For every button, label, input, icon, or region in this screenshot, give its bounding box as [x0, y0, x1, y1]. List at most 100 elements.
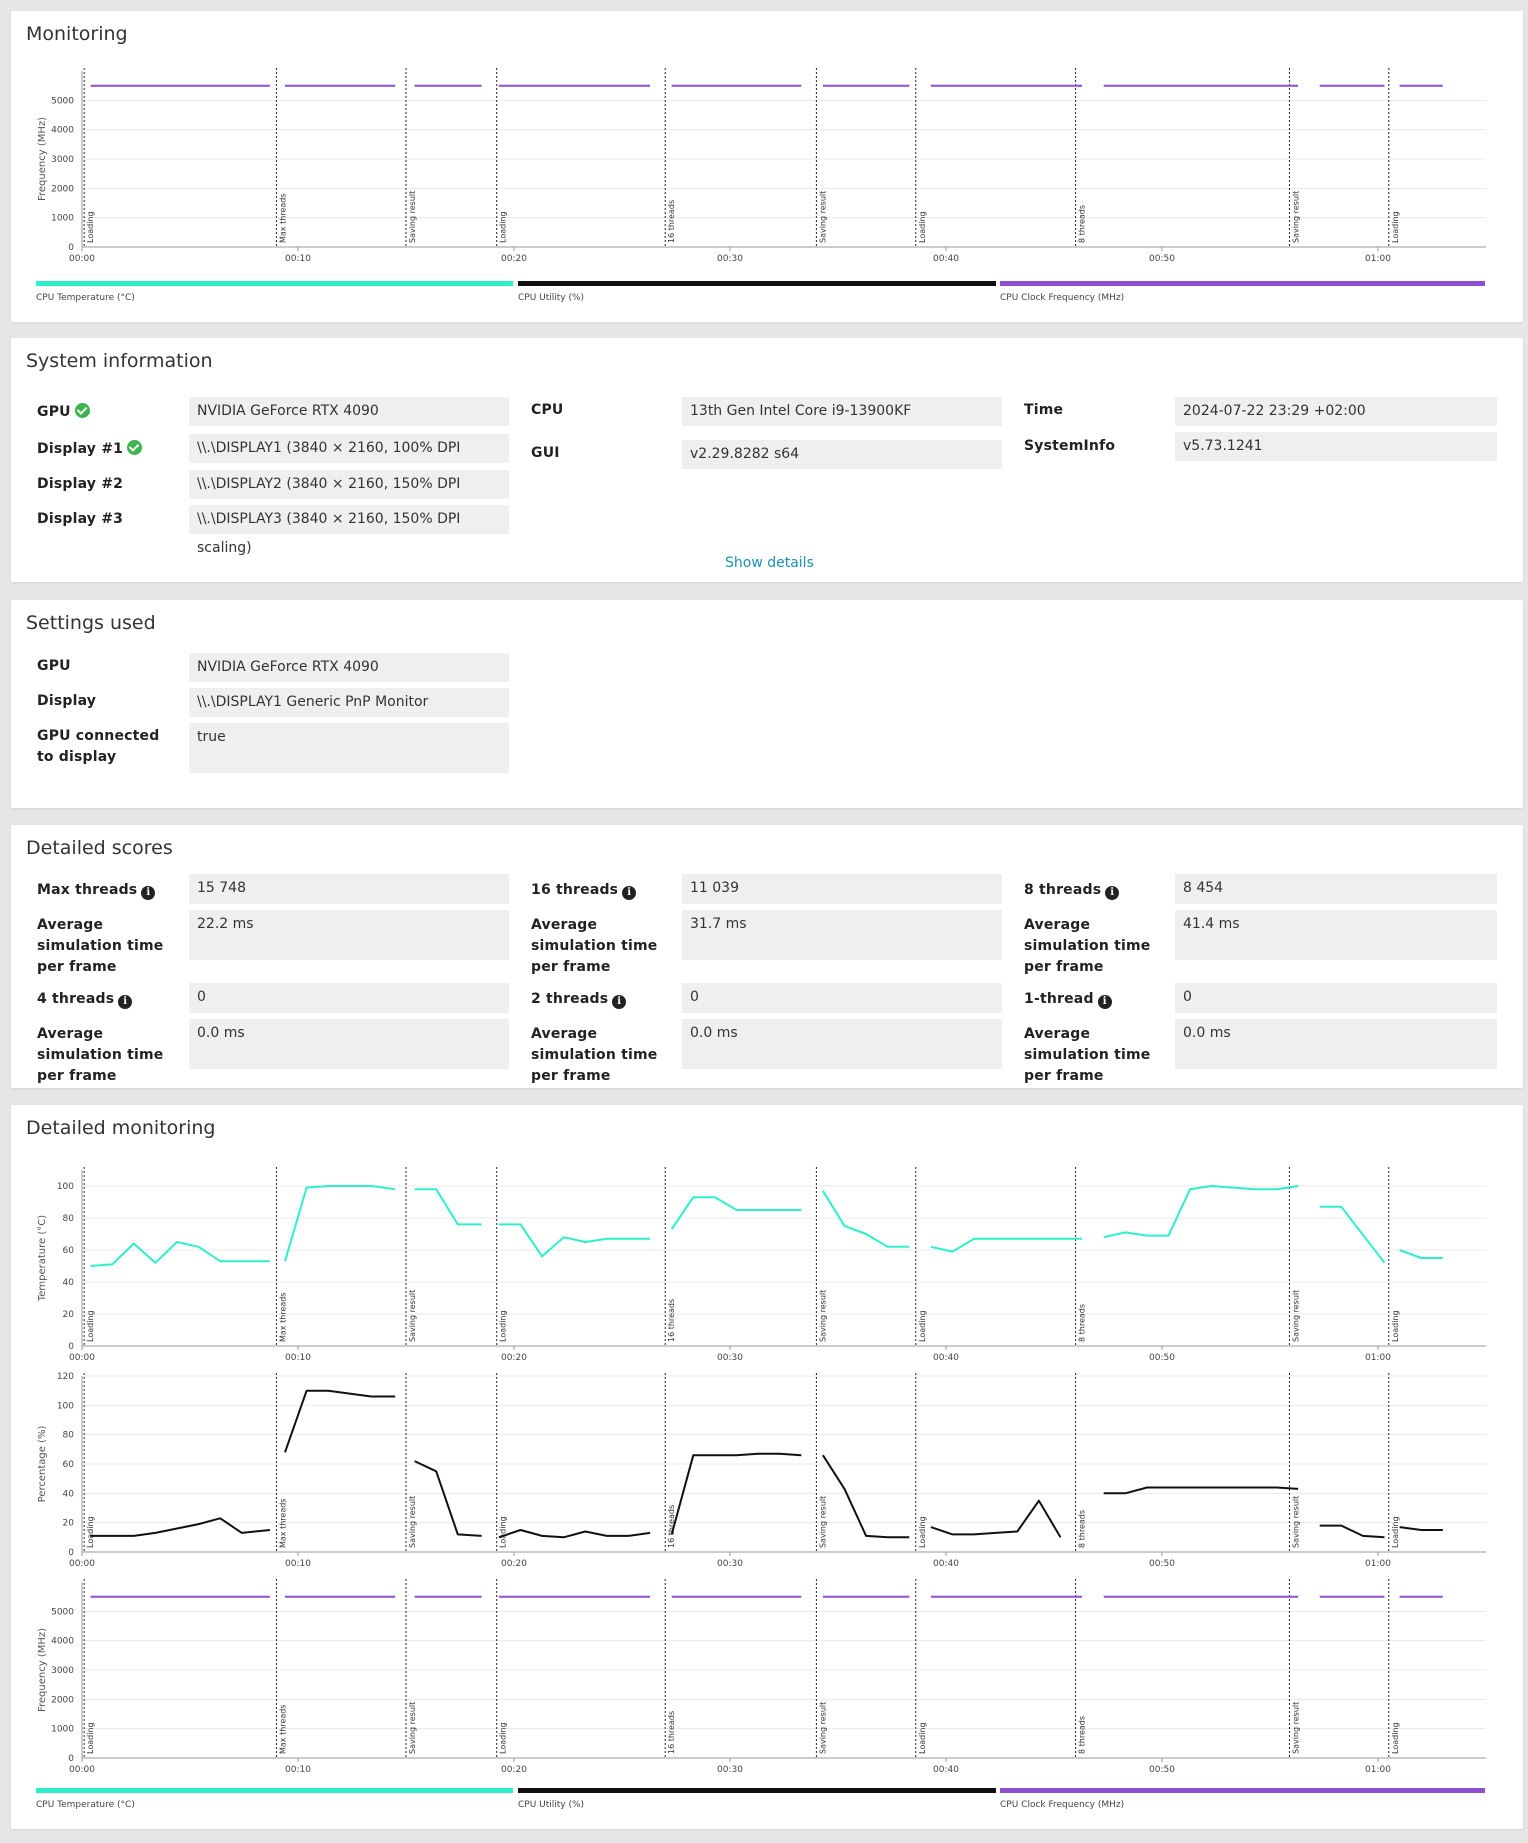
x-tick-label: 00:50	[1149, 254, 1175, 264]
phase-marker-label: Saving result	[1291, 1496, 1300, 1548]
x-tick-label: 00:40	[933, 1353, 959, 1363]
y-tick-label: 5000	[51, 1607, 74, 1617]
series-line	[414, 1460, 482, 1537]
series-line	[1319, 1205, 1386, 1264]
series-line	[1319, 1524, 1385, 1539]
info-icon[interactable]: i	[118, 995, 133, 1009]
x-tick-label: 00:00	[69, 1353, 95, 1363]
phase-marker-label: Max threads	[278, 1293, 287, 1342]
settings-title: Settings used	[26, 612, 156, 634]
y-axis-label: Percentage (%)	[37, 1426, 48, 1503]
score-16-threads-avg-label: Average simulation time per frame	[531, 917, 658, 975]
info-icon[interactable]: i	[1105, 886, 1120, 900]
series-line	[1103, 1486, 1299, 1495]
sysinfo-cpu-value: 13th Gen Intel Core i9-13900KF	[682, 397, 1002, 426]
sysinfo-display2-value: \\.\DISPLAY2 (3840 × 2160, 150% DPI scal…	[189, 470, 509, 521]
phase-marker-label: Loading	[1391, 1722, 1400, 1754]
y-tick-label: 5000	[51, 96, 74, 106]
series-line	[284, 1185, 396, 1262]
settings-gpu-label: GPU	[37, 658, 71, 674]
sysinfo-gpu-label: GPU	[37, 402, 90, 423]
detailed-utility-chart: 0 20 40 60 80 100 120 00:00 00:10 00:20 00:30 00:40…	[37, 1372, 1486, 1569]
detailed-monitoring-title: Detailed monitoring	[26, 1117, 216, 1139]
score-16-threads-avg-value: 31.7 ms	[682, 910, 1002, 960]
legend-frequency-label: CPU Clock Frequency (MHz)	[1000, 293, 1125, 303]
y-tick-label: 3000	[51, 1666, 74, 1676]
phase-marker-label: Loading	[86, 1310, 95, 1342]
x-tick-label: 00:30	[717, 1353, 743, 1363]
y-tick-label: 1000	[51, 1725, 74, 1735]
phase-marker-label: 8 threads	[1078, 1510, 1087, 1548]
monitoring-frequency-chart: 0 1000 2000 3000 4000 5000 00:00 00:10 00:20 00:3…	[37, 68, 1486, 264]
info-icon[interactable]: i	[141, 886, 156, 900]
settings-gpu-connected-label: GPU connected to display	[37, 728, 160, 765]
info-icon[interactable]: i	[1097, 995, 1112, 1009]
info-icon[interactable]: i	[622, 886, 637, 900]
x-tick-label: 00:10	[285, 1353, 311, 1363]
legend-bar-frequency	[1000, 281, 1485, 286]
phase-marker-label: Saving result	[1291, 191, 1300, 243]
phase-marker-label: Saving result	[818, 1496, 827, 1548]
score-max-threads-label: Max threads i	[37, 880, 156, 901]
score-16-threads-value: 11 039	[682, 874, 1002, 904]
x-tick-label: 00:50	[1149, 1353, 1175, 1363]
phase-marker-label: Saving result	[1291, 1290, 1300, 1342]
series-line	[1399, 1249, 1443, 1259]
x-tick-label: 00:40	[933, 1559, 959, 1569]
x-tick-label: 00:50	[1149, 1559, 1175, 1569]
y-tick-label: 2000	[51, 184, 74, 194]
series-line	[822, 1190, 910, 1248]
x-tick-label: 00:20	[501, 1559, 527, 1569]
legend-frequency-label: CPU Clock Frequency (MHz)	[1000, 1800, 1125, 1810]
phase-marker-label: 8 threads	[1078, 1304, 1087, 1342]
detailed-temperature-chart: 0 20 40 60 80 100 00:00 00:10 00:20 00:30 00:40 00:…	[37, 1167, 1486, 1363]
x-tick-label: 00:50	[1149, 1765, 1175, 1775]
legend-temperature-label: CPU Temperature (°C)	[36, 293, 135, 303]
y-axis-label: Frequency (MHz)	[37, 117, 48, 201]
phase-marker-label: Saving result	[408, 191, 417, 243]
sysinfo-display1-value: \\.\DISPLAY1 (3840 × 2160, 100% DPI scal…	[189, 434, 509, 485]
sysinfo-cpu-label: CPU	[531, 402, 564, 418]
phase-marker-label: 16 threads	[667, 1299, 676, 1342]
check-circle-icon	[74, 403, 90, 418]
check-circle-icon	[127, 440, 143, 455]
phase-marker-label: 8 threads	[1078, 1716, 1087, 1754]
phase-marker-label: Loading	[1391, 211, 1400, 243]
y-tick-label: 120	[57, 1372, 74, 1382]
legend-bar-utility	[518, 281, 996, 286]
sysinfo-display3-value: \\.\DISPLAY3 (3840 × 2160, 150% DPI scal…	[189, 505, 509, 556]
legend-bar-utility	[518, 1788, 996, 1793]
y-axis-label: Frequency (MHz)	[37, 1628, 48, 1712]
y-axis-label: Temperature (°C)	[37, 1215, 48, 1302]
x-tick-label: 00:20	[501, 1765, 527, 1775]
info-icon[interactable]: i	[612, 995, 627, 1009]
settings-display-label: Display	[37, 693, 97, 709]
x-tick-label: 00:00	[69, 1559, 95, 1569]
x-tick-label: 01:00	[1365, 1765, 1391, 1775]
sysinfo-display3-label: Display #3	[37, 511, 124, 527]
y-tick-label: 80	[63, 1214, 75, 1224]
sysinfo-time-value: 2024-07-22 23:29 +02:00	[1175, 397, 1497, 426]
y-tick-label: 20	[63, 1310, 75, 1320]
y-tick-label: 60	[63, 1460, 75, 1470]
x-tick-label: 00:30	[717, 254, 743, 264]
detailed-frequency-chart: 0 1000 2000 3000 4000 5000 00:00 00:10 00:20 00:3…	[37, 1579, 1486, 1775]
series-line	[90, 1517, 271, 1537]
legend-bar-temperature	[36, 1788, 513, 1793]
phase-marker-label: Loading	[499, 1516, 508, 1548]
score-1-thread-avg-label: Average simulation time per frame	[1024, 1026, 1151, 1084]
x-tick-label: 00:30	[717, 1559, 743, 1569]
score-8-threads-avg-value: 41.4 ms	[1175, 910, 1497, 960]
score-1-thread-avg-value: 0.0 ms	[1175, 1019, 1497, 1069]
system-info-card: System information GPU NVIDIA GeForce RT…	[11, 338, 1523, 582]
x-tick-label: 00:40	[933, 254, 959, 264]
score-1-thread-label: 1-thread i	[1024, 989, 1112, 1010]
score-16-threads-label: 16 threads i	[531, 880, 637, 901]
show-details-link[interactable]: Show details	[725, 555, 814, 571]
series-line	[670, 1196, 802, 1230]
y-tick-label: 0	[68, 243, 74, 253]
x-tick-label: 00:00	[69, 254, 95, 264]
series-line	[498, 1223, 651, 1258]
score-max-threads-value: 15 748	[189, 874, 509, 904]
score-1-thread-label-text: 1-thread	[1024, 991, 1094, 1007]
